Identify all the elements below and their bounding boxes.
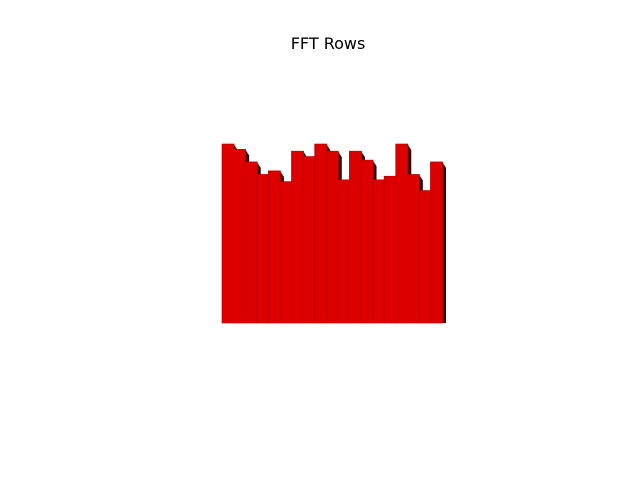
bar [325,150,339,324]
bar [291,150,304,324]
bar [233,149,247,324]
chart-title: FFT Rows [291,34,366,53]
bars-group [221,143,446,324]
bar [418,190,432,324]
bar [430,161,443,324]
bar [395,143,409,324]
bar [221,143,235,324]
bar [406,174,420,324]
bar [337,179,351,324]
bar [256,174,270,324]
bar [383,175,397,324]
bar [279,181,293,324]
bar-shadow [442,161,446,323]
bar [314,143,328,324]
bar [360,159,374,324]
bar [349,150,362,324]
bar [372,179,386,324]
bar [268,170,281,324]
bar [244,161,258,324]
bar [302,156,316,324]
